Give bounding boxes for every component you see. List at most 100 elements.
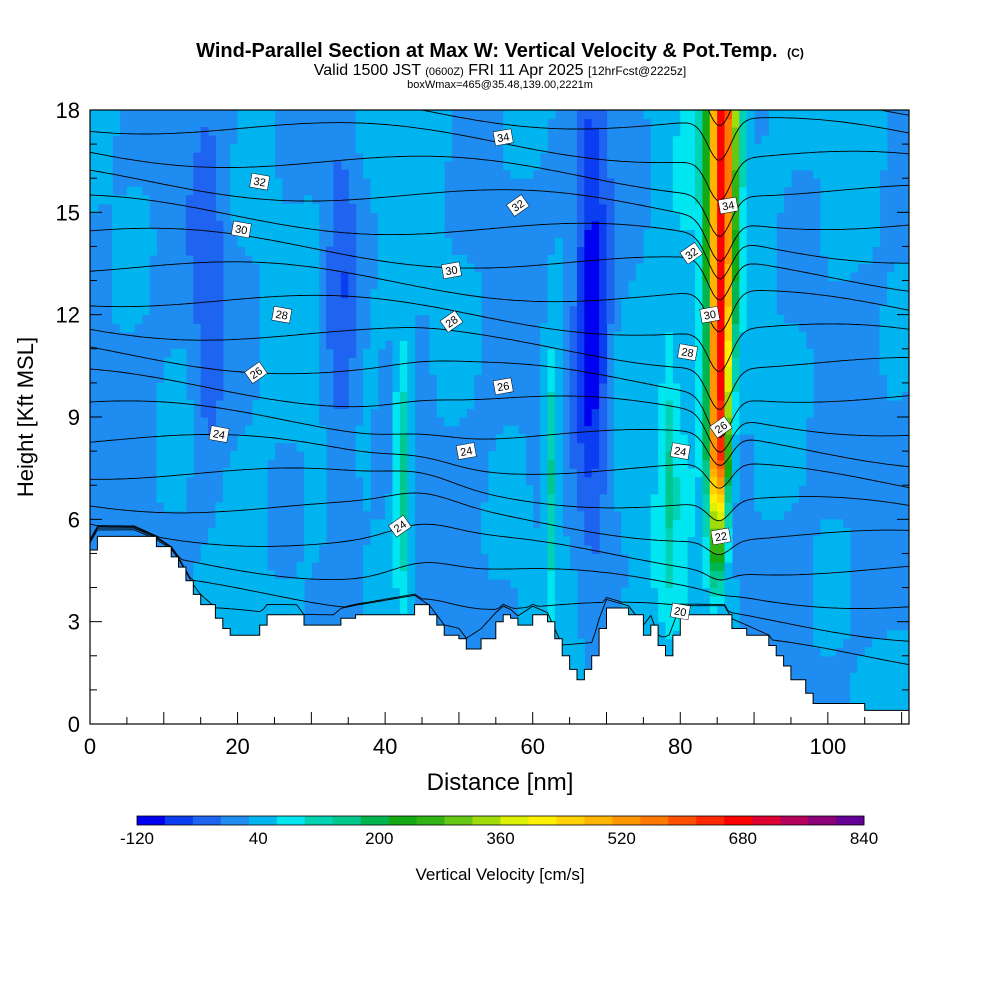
- velocity-cell: [724, 135, 733, 145]
- velocity-cell: [267, 374, 276, 384]
- velocity-cell: [252, 502, 261, 512]
- velocity-cell: [385, 186, 394, 196]
- velocity-cell: [532, 604, 541, 614]
- velocity-cell: [672, 306, 681, 316]
- velocity-cell: [185, 459, 194, 469]
- velocity-cell: [665, 144, 674, 154]
- velocity-cell: [768, 502, 777, 512]
- velocity-cell: [643, 561, 652, 572]
- velocity-cell: [857, 110, 866, 120]
- velocity-cell: [340, 237, 349, 248]
- velocity-cell: [628, 510, 637, 520]
- velocity-cell: [731, 485, 740, 495]
- velocity-cell: [731, 348, 740, 358]
- contour-label-box: [441, 261, 462, 280]
- pot-temp-contour: [90, 529, 909, 666]
- velocity-cell: [244, 118, 253, 128]
- velocity-cell: [702, 135, 711, 145]
- velocity-cell: [193, 289, 202, 299]
- velocity-cell: [348, 229, 357, 239]
- velocity-cell: [488, 451, 497, 461]
- velocity-cell: [665, 110, 674, 120]
- velocity-cell: [672, 314, 681, 324]
- velocity-cell: [517, 476, 526, 486]
- velocity-cell: [422, 280, 431, 290]
- velocity-cell: [429, 220, 438, 230]
- velocity-cell: [517, 169, 526, 179]
- velocity-cell: [820, 152, 829, 162]
- contour-label-box: [699, 305, 721, 324]
- velocity-cell: [429, 169, 438, 179]
- velocity-cell: [90, 161, 98, 171]
- velocity-cell: [119, 314, 128, 324]
- velocity-cell: [547, 314, 556, 324]
- velocity-cell: [702, 331, 711, 341]
- velocity-cell: [665, 246, 674, 256]
- velocity-cell: [584, 127, 593, 137]
- velocity-cell: [643, 459, 652, 469]
- velocity-cell: [695, 519, 704, 529]
- velocity-cell: [901, 289, 909, 299]
- velocity-cell: [399, 331, 408, 341]
- velocity-cell: [687, 289, 696, 299]
- velocity-cell: [576, 118, 585, 128]
- velocity-cell: [289, 314, 298, 324]
- velocity-cell: [532, 596, 541, 606]
- velocity-cell: [599, 434, 608, 444]
- velocity-cell: [554, 459, 563, 469]
- velocity-cell: [864, 186, 873, 196]
- velocity-cell: [820, 604, 829, 614]
- velocity-cell: [532, 579, 541, 589]
- velocity-cell: [776, 502, 785, 512]
- velocity-cell: [119, 229, 128, 239]
- velocity-cell: [126, 280, 135, 290]
- velocity-cell: [377, 118, 386, 128]
- velocity-cell: [658, 135, 667, 145]
- contour-label-box: [709, 415, 733, 439]
- velocity-cell: [208, 272, 217, 282]
- velocity-cell: [783, 374, 792, 384]
- velocity-cell: [473, 280, 482, 290]
- velocity-cell: [333, 203, 342, 213]
- velocity-cell: [695, 169, 704, 179]
- velocity-cell: [444, 408, 453, 418]
- velocity-cell: [333, 399, 342, 410]
- velocity-cell: [658, 220, 667, 230]
- velocity-cell: [200, 254, 209, 265]
- velocity-cell: [458, 314, 467, 324]
- velocity-cell: [636, 527, 644, 537]
- velocity-cell: [849, 220, 858, 230]
- velocity-cell: [776, 510, 785, 520]
- velocity-cell: [171, 468, 180, 478]
- velocity-cell: [281, 579, 290, 589]
- velocity-cell: [621, 442, 630, 452]
- velocity-cell: [717, 229, 726, 239]
- velocity-cell: [731, 314, 740, 324]
- velocity-cell: [466, 399, 475, 410]
- velocity-cell: [628, 536, 637, 546]
- velocity-cell: [562, 630, 571, 640]
- velocity-cell: [422, 254, 431, 265]
- velocity-cell: [141, 280, 150, 290]
- velocity-cell: [820, 527, 829, 537]
- velocity-cell: [436, 220, 445, 230]
- velocity-cell: [444, 144, 453, 154]
- velocity-cell: [665, 297, 674, 307]
- velocity-cell: [311, 357, 320, 367]
- velocity-cell: [665, 229, 674, 239]
- velocity-cell: [886, 340, 895, 350]
- velocity-cell: [163, 476, 172, 486]
- velocity-cell: [783, 485, 792, 495]
- velocity-cell: [599, 161, 608, 171]
- velocity-cell: [385, 570, 394, 580]
- velocity-cell: [621, 297, 630, 307]
- velocity-cell: [547, 570, 556, 580]
- velocity-cell: [112, 203, 121, 213]
- velocity-cell: [259, 297, 268, 307]
- velocity-cell: [267, 391, 276, 401]
- velocity-cell: [680, 357, 689, 367]
- velocity-cell: [790, 357, 799, 367]
- velocity-cell: [303, 229, 312, 239]
- velocity-cell: [281, 587, 290, 597]
- velocity-cell: [510, 536, 519, 546]
